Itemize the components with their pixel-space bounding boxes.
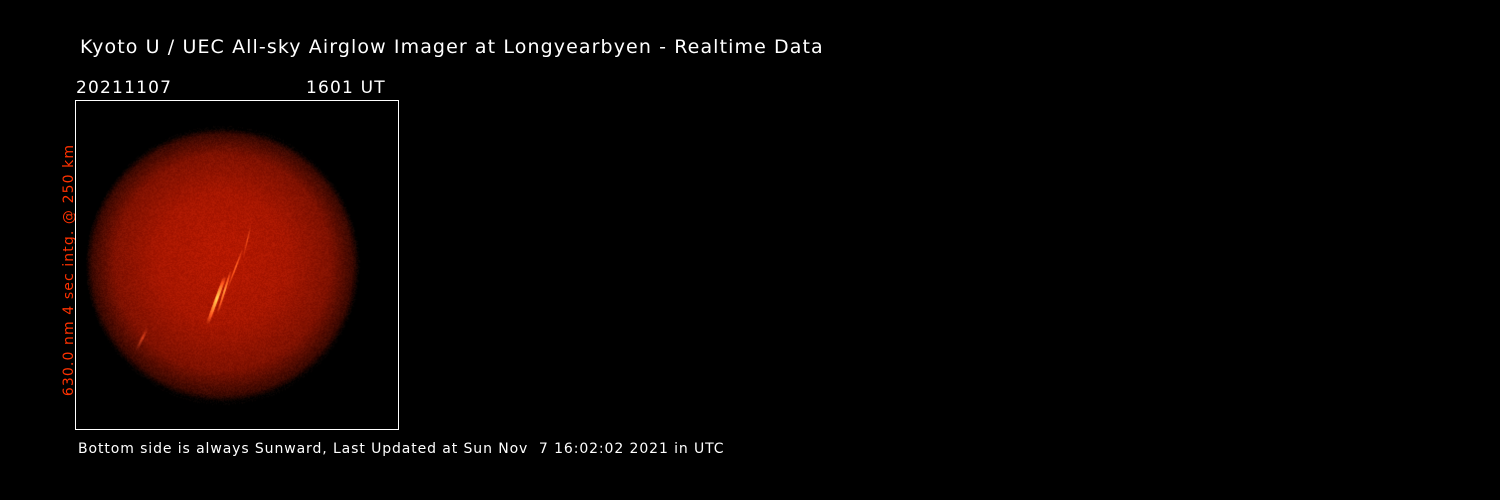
footer-status-text: Bottom side is always Sunward, Last Upda…	[78, 441, 724, 457]
allsky-image[interactable]	[76, 101, 398, 429]
allsky-image-frame[interactable]	[75, 100, 399, 430]
panel-630nm-4sec: 20211107 1601 UT 630.0 nm 4 sec intg. @ 25…	[63, 78, 463, 438]
panel-date-label: 20211107	[76, 78, 172, 98]
screenshot-root: Kyoto U / UEC All-sky Airglow Imager at …	[0, 0, 1500, 500]
panel-time-label: 1601 UT	[306, 78, 386, 98]
page-title: Kyoto U / UEC All-sky Airglow Imager at …	[80, 36, 824, 58]
